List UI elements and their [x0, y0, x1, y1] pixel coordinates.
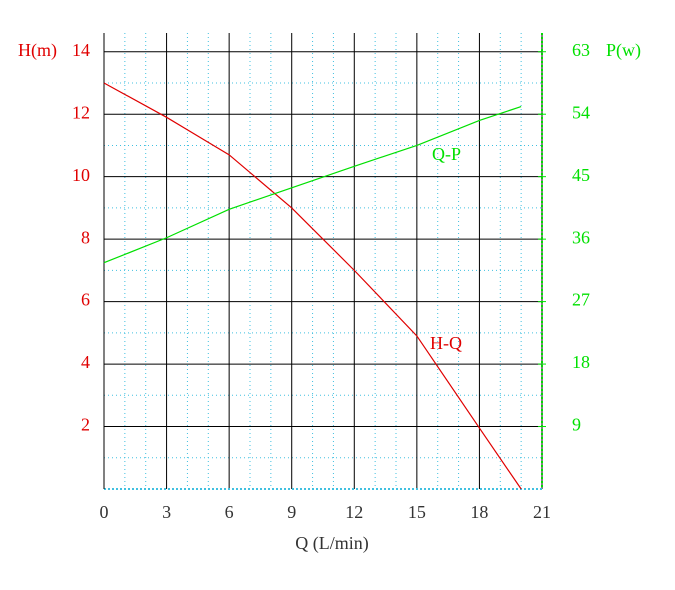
y2-axis-label: P(w) — [606, 40, 641, 61]
y2-tick-label: 9 — [572, 415, 581, 435]
y2-tick-label: 18 — [572, 352, 590, 372]
x-tick-label: 18 — [470, 502, 488, 522]
x-tick-label: 12 — [345, 502, 363, 522]
y-tick-label: 14 — [72, 40, 90, 60]
y-tick-label: 8 — [81, 227, 90, 247]
series-line — [103, 106, 522, 264]
x-tick-label: 6 — [225, 502, 234, 522]
x-axis-label: Q (L/min) — [295, 533, 369, 554]
y2-tick-label: 27 — [572, 290, 590, 310]
y-axis-label: H(m) — [18, 40, 57, 61]
x-tick-label: 0 — [100, 502, 109, 522]
y-tick-label: 2 — [81, 415, 90, 435]
y-tick-label: 4 — [81, 352, 90, 372]
y2-tick-label: 63 — [572, 40, 590, 60]
y2-tick-label: 54 — [572, 102, 590, 122]
series-label: Q-P — [432, 144, 461, 164]
y-tick-label: 12 — [72, 102, 90, 122]
series-label: H-Q — [430, 333, 462, 353]
y2-tick-label: 36 — [572, 227, 590, 247]
series-line — [103, 82, 522, 490]
y2-tick-label: 45 — [572, 165, 590, 185]
y-tick-label: 10 — [72, 165, 90, 185]
x-tick-label: 3 — [162, 502, 171, 522]
x-tick-label: 21 — [533, 502, 551, 522]
x-tick-label: 15 — [408, 502, 426, 522]
y-tick-label: 6 — [81, 290, 90, 310]
x-tick-label: 9 — [287, 502, 296, 522]
